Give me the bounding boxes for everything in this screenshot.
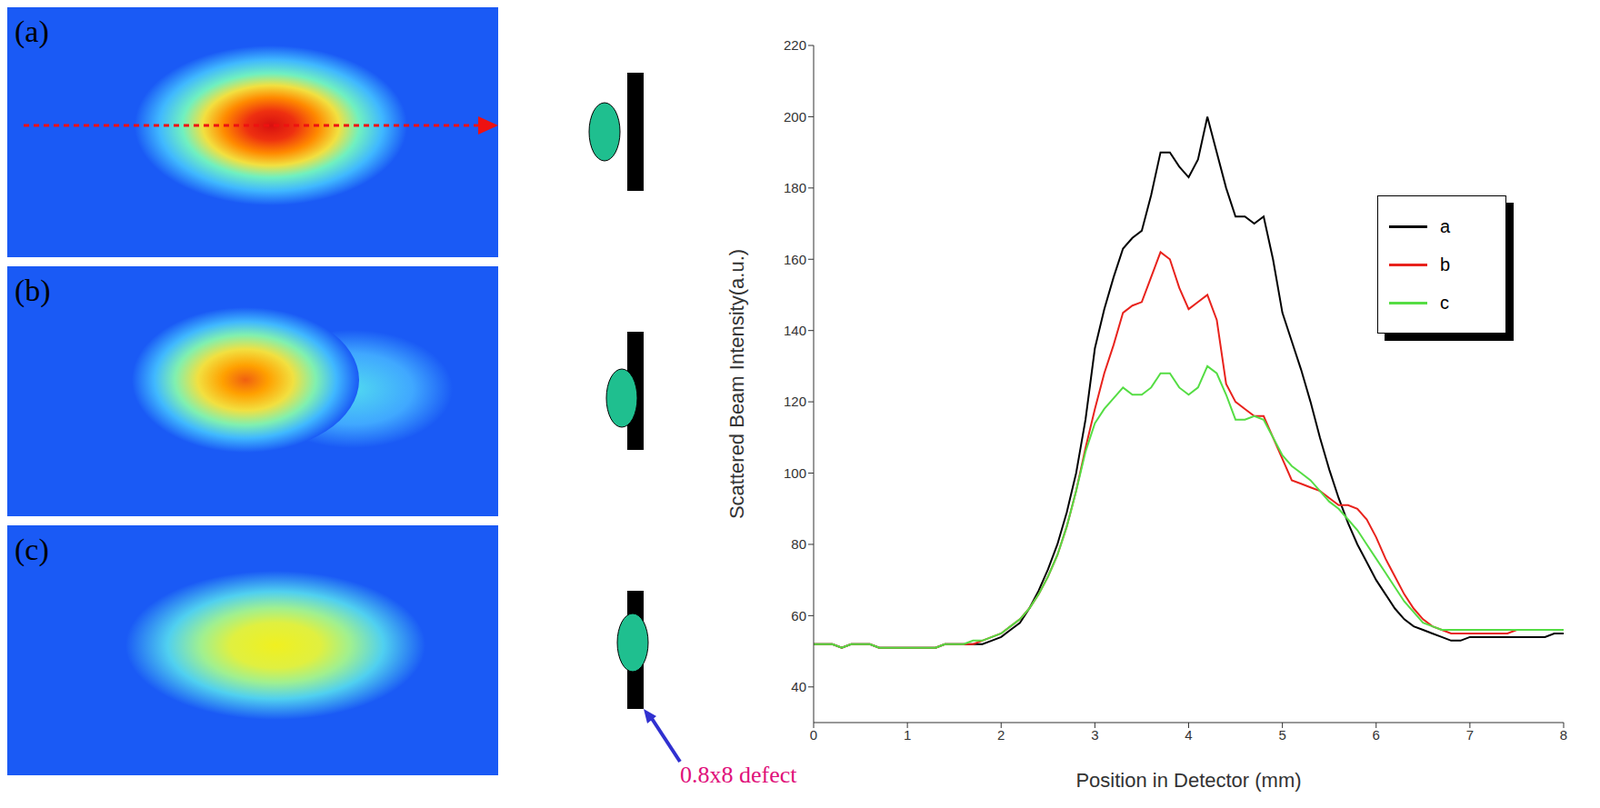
svg-text:2: 2 — [997, 727, 1005, 743]
svg-text:180: 180 — [783, 180, 807, 196]
svg-text:Position in Detector (mm): Position in Detector (mm) — [1075, 769, 1301, 792]
svg-text:1: 1 — [903, 727, 911, 743]
svg-text:3: 3 — [1090, 727, 1099, 743]
svg-text:5: 5 — [1278, 727, 1286, 743]
svg-text:Scattered Beam Intensity(a.u.): Scattered Beam Intensity(a.u.) — [725, 249, 749, 520]
svg-text:6: 6 — [1372, 727, 1380, 743]
svg-text:140: 140 — [783, 322, 807, 339]
svg-text:0: 0 — [810, 727, 818, 743]
html-text:0.8x8 defect: 0.8x8 defect — [680, 761, 797, 789]
svg-text:(c): (c) — [14, 532, 50, 568]
svg-text:120: 120 — [783, 393, 807, 410]
svg-text:4: 4 — [1184, 727, 1192, 743]
svg-text:160: 160 — [783, 251, 807, 268]
svg-text:220: 220 — [783, 37, 807, 53]
svg-text:200: 200 — [783, 109, 807, 125]
svg-text:100: 100 — [783, 465, 807, 481]
html-text:b: b — [1440, 254, 1451, 275]
svg-text:(a): (a) — [14, 14, 50, 50]
html-text:a: a — [1440, 215, 1451, 236]
html-text:c: c — [1440, 292, 1450, 313]
svg-text:60: 60 — [790, 608, 807, 624]
svg-text:80: 80 — [790, 536, 807, 552]
svg-text:40: 40 — [790, 679, 807, 695]
svg-text:(b): (b) — [14, 273, 51, 309]
svg-text:8: 8 — [1560, 727, 1568, 743]
svg-text:7: 7 — [1466, 727, 1474, 743]
